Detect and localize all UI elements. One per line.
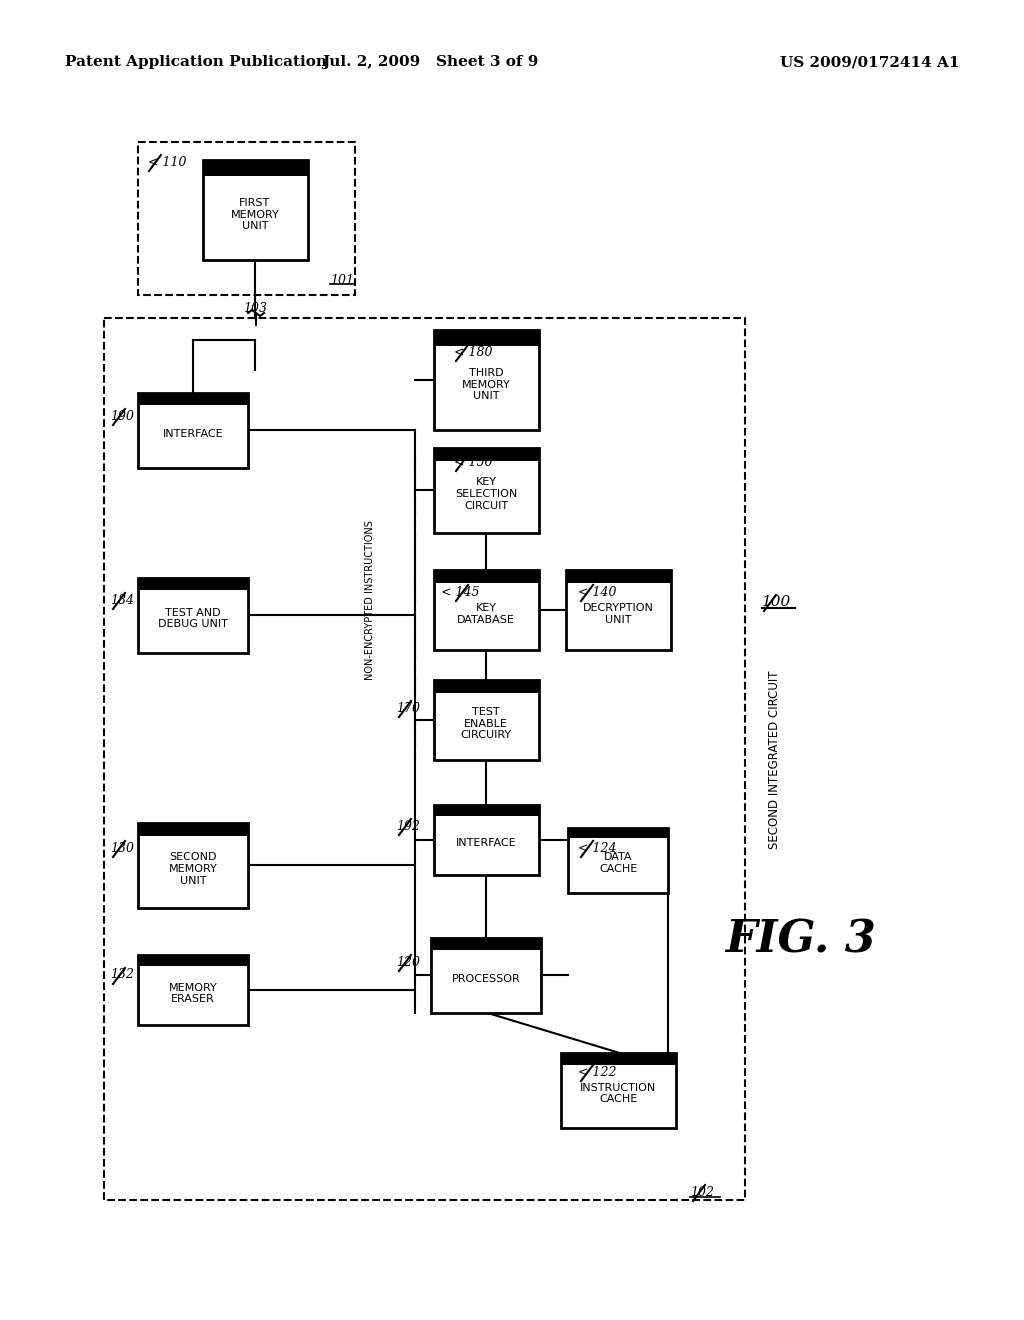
- Text: < 140: < 140: [578, 586, 616, 598]
- Text: KEY
SELECTION
CIRCUIT: KEY SELECTION CIRCUIT: [455, 478, 517, 511]
- Bar: [433, 680, 539, 760]
- Bar: [433, 570, 539, 583]
- Text: THIRD
MEMORY
UNIT: THIRD MEMORY UNIT: [462, 368, 510, 401]
- Bar: [565, 570, 671, 583]
- Bar: [568, 828, 668, 838]
- Bar: [431, 937, 541, 949]
- Bar: [560, 1052, 676, 1064]
- Bar: [560, 1052, 676, 1127]
- Bar: [138, 578, 248, 652]
- Text: PROCESSOR: PROCESSOR: [452, 974, 520, 983]
- Bar: [203, 160, 307, 176]
- Text: TEST
ENABLE
CIRCUIRY: TEST ENABLE CIRCUIRY: [461, 708, 512, 741]
- Bar: [433, 330, 539, 346]
- Text: US 2009/0172414 A1: US 2009/0172414 A1: [780, 55, 961, 69]
- Text: 103: 103: [243, 301, 267, 314]
- Bar: [433, 447, 539, 461]
- Bar: [138, 578, 248, 590]
- Bar: [433, 570, 539, 649]
- Bar: [433, 805, 539, 816]
- Text: KEY
DATABASE: KEY DATABASE: [457, 603, 515, 624]
- Text: < 124: < 124: [578, 842, 616, 854]
- Text: 170: 170: [396, 701, 420, 714]
- Bar: [568, 828, 668, 892]
- Text: SECOND INTEGRATED CIRCUIT: SECOND INTEGRATED CIRCUIT: [768, 671, 781, 849]
- Text: < 122: < 122: [578, 1065, 616, 1078]
- Bar: [138, 392, 248, 467]
- Text: < 145: < 145: [441, 586, 479, 598]
- Text: FIRST
MEMORY
UNIT: FIRST MEMORY UNIT: [230, 198, 280, 231]
- Bar: [433, 680, 539, 693]
- Bar: [433, 447, 539, 532]
- Bar: [138, 822, 248, 836]
- Text: 100: 100: [762, 595, 792, 609]
- Text: < 180: < 180: [454, 346, 493, 359]
- Text: SECOND
MEMORY
UNIT: SECOND MEMORY UNIT: [169, 853, 217, 886]
- Text: NON-ENCRYPTED INSTRUCTIONS: NON-ENCRYPTED INSTRUCTIONS: [365, 520, 375, 680]
- Text: 192: 192: [396, 820, 420, 833]
- Text: Patent Application Publication: Patent Application Publication: [65, 55, 327, 69]
- Text: 102: 102: [690, 1185, 714, 1199]
- Text: MEMORY
ERASER: MEMORY ERASER: [169, 982, 217, 1005]
- Text: TEST AND
DEBUG UNIT: TEST AND DEBUG UNIT: [158, 607, 228, 630]
- Bar: [138, 954, 248, 966]
- Bar: [565, 570, 671, 649]
- Bar: [138, 954, 248, 1026]
- Text: DECRYPTION
UNIT: DECRYPTION UNIT: [583, 603, 653, 624]
- Bar: [431, 937, 541, 1012]
- Bar: [104, 318, 745, 1200]
- Text: 190: 190: [110, 409, 134, 422]
- Text: < 110: < 110: [148, 156, 186, 169]
- Bar: [138, 392, 248, 404]
- Bar: [138, 143, 355, 294]
- Text: 184: 184: [110, 594, 134, 606]
- Bar: [433, 805, 539, 875]
- Bar: [138, 822, 248, 908]
- Text: 132: 132: [110, 969, 134, 982]
- Text: 130: 130: [110, 842, 134, 854]
- Text: 120: 120: [396, 956, 420, 969]
- Text: INSTRUCTION
CACHE: INSTRUCTION CACHE: [580, 1082, 656, 1105]
- Text: DATA
CACHE: DATA CACHE: [599, 853, 637, 874]
- Text: 101: 101: [330, 273, 354, 286]
- Bar: [433, 330, 539, 430]
- Text: INTERFACE: INTERFACE: [163, 429, 223, 438]
- Bar: [203, 160, 307, 260]
- Text: INTERFACE: INTERFACE: [456, 838, 516, 849]
- Text: FIG. 3: FIG. 3: [725, 919, 876, 961]
- Text: < 150: < 150: [454, 455, 493, 469]
- Text: Jul. 2, 2009   Sheet 3 of 9: Jul. 2, 2009 Sheet 3 of 9: [322, 55, 539, 69]
